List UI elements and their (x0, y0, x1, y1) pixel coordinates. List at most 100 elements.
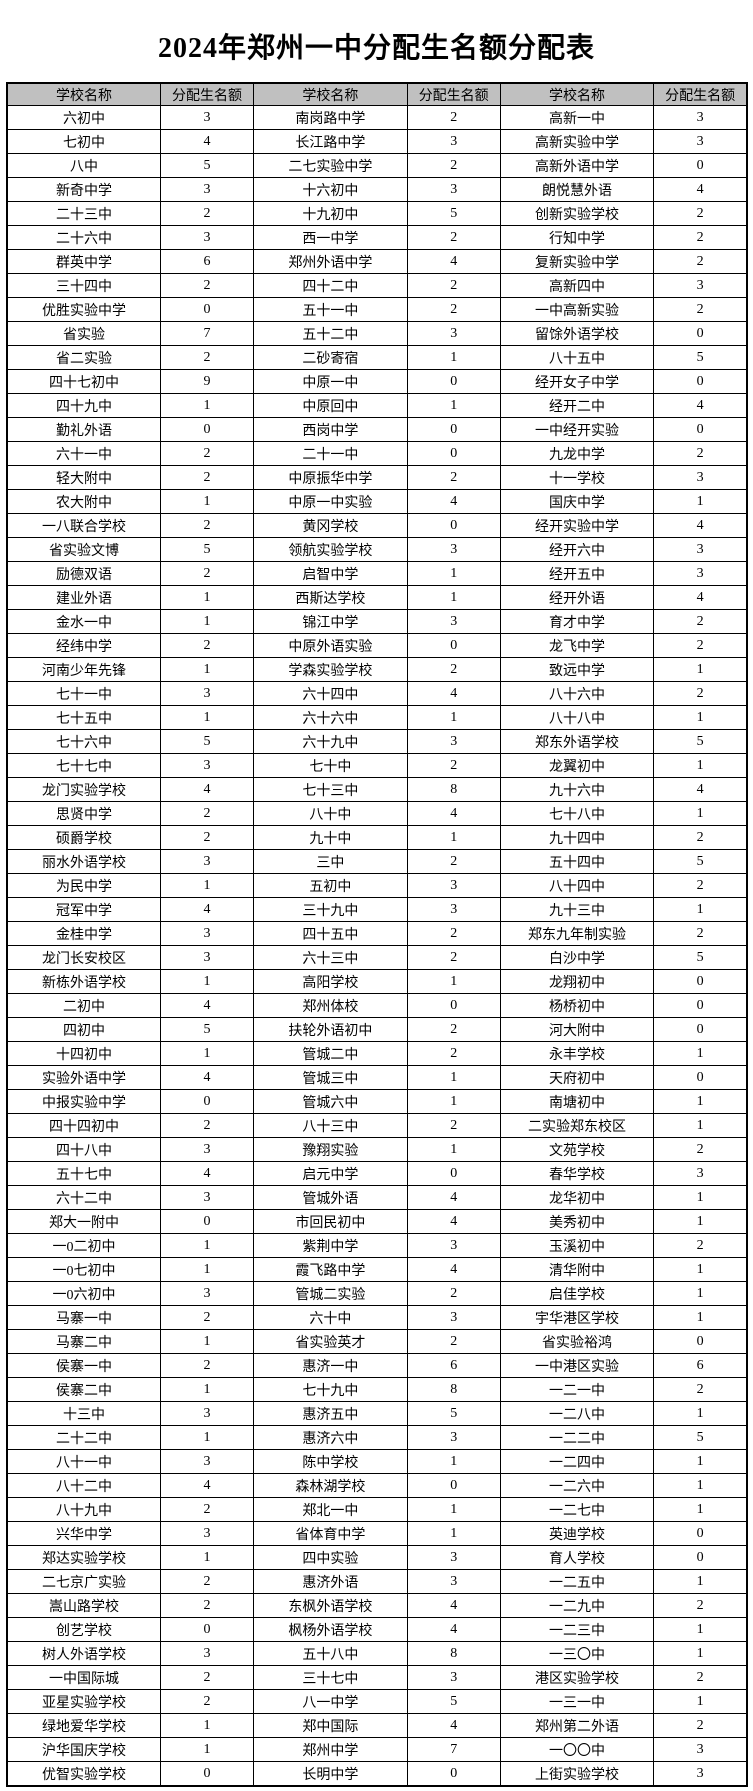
school-name-cell: 七十八中 (499, 801, 655, 826)
table-row: 七十七中 3 七十中 2 龙翼初中 1 (6, 753, 748, 778)
table-row: 七十一中 3 六十四中 4 八十六中 2 (6, 681, 748, 706)
table-row: 八十一中 3 陈中学校 1 一二四中 1 (6, 1449, 748, 1474)
quota-cell: 0 (653, 153, 748, 178)
school-name-cell: 留馀外语学校 (499, 321, 655, 346)
school-name-cell: 龙门长安校区 (6, 945, 161, 970)
school-name-cell: 农大附中 (6, 489, 161, 514)
school-name-cell: 亚星实验学校 (6, 1689, 161, 1714)
school-name-cell: 九龙中学 (499, 441, 655, 466)
school-name-cell: 侯寨一中 (6, 1353, 161, 1378)
table-row: 郑达实验学校 1 四中实验 3 育人学校 0 (6, 1545, 748, 1570)
school-name-cell: 复新实验中学 (499, 249, 655, 274)
quota-cell: 3 (406, 897, 501, 922)
quota-cell: 1 (159, 1233, 255, 1258)
quota-cell: 1 (653, 897, 748, 922)
school-name-cell: 一二九中 (499, 1593, 655, 1618)
quota-cell: 3 (653, 561, 748, 586)
quota-cell: 0 (406, 513, 501, 538)
quota-cell: 3 (406, 129, 501, 154)
quota-cell: 2 (653, 921, 748, 946)
quota-cell: 1 (159, 705, 255, 730)
school-name-cell: 中原一中 (253, 369, 408, 394)
school-name-cell: 郑大一附中 (6, 1209, 161, 1234)
quota-cell: 2 (653, 825, 748, 850)
table-row: 四初中 5 扶轮外语初中 2 河大附中 0 (6, 1017, 748, 1042)
school-name-cell: 四十二中 (253, 273, 408, 298)
school-name-cell: 一二二中 (499, 1425, 655, 1450)
school-name-cell: 八十九中 (6, 1497, 161, 1522)
quota-cell: 3 (159, 681, 255, 706)
table-row: 八中 5 二七实验中学 2 高新外语中学 0 (6, 153, 748, 178)
quota-cell: 4 (406, 1713, 501, 1738)
table-row: 创艺学校 0 枫杨外语学校 4 一二三中 1 (6, 1617, 748, 1642)
quota-cell: 8 (406, 1377, 501, 1402)
quota-cell: 2 (159, 633, 255, 658)
quota-cell: 4 (406, 1185, 501, 1210)
table-row: 兴华中学 3 省体育中学 1 英迪学校 0 (6, 1521, 748, 1546)
quota-cell: 3 (406, 1305, 501, 1330)
school-name-cell: 十三中 (6, 1401, 161, 1426)
table-row: 优智实验学校 0 长明中学 0 上街实验学校 3 (6, 1761, 748, 1787)
quota-cell: 2 (653, 225, 748, 250)
quota-cell: 0 (406, 993, 501, 1018)
quota-cell: 3 (159, 1641, 255, 1666)
school-name-cell: 六十中 (253, 1305, 408, 1330)
quota-cell: 2 (159, 1497, 255, 1522)
school-name-cell: 二实验郑东校区 (499, 1113, 655, 1138)
school-name-cell: 省体育中学 (253, 1521, 408, 1546)
quota-cell: 4 (653, 513, 748, 538)
quota-cell: 5 (159, 153, 255, 178)
school-name-cell: 惠济六中 (253, 1425, 408, 1450)
school-name-cell: 七十六中 (6, 729, 161, 754)
quota-cell: 3 (406, 873, 501, 898)
school-name-cell: 高新四中 (499, 273, 655, 298)
quota-cell: 2 (159, 345, 255, 370)
school-name-cell: 一中港区实验 (499, 1353, 655, 1378)
school-name-cell: 五十四中 (499, 849, 655, 874)
school-name-cell: 郑东九年制实验 (499, 921, 655, 946)
quota-cell: 4 (406, 681, 501, 706)
quota-cell: 2 (653, 1713, 748, 1738)
school-name-cell: 二砂寄宿 (253, 345, 408, 370)
table-row: 新栋外语学校 1 高阳学校 1 龙翔初中 0 (6, 969, 748, 994)
quota-cell: 3 (159, 1401, 255, 1426)
school-name-cell: 金水一中 (6, 609, 161, 634)
quota-cell: 2 (159, 561, 255, 586)
quota-cell: 6 (159, 249, 255, 274)
school-name-cell: 一二三中 (499, 1617, 655, 1642)
quota-cell: 2 (653, 609, 748, 634)
school-name-cell: 郑东外语学校 (499, 729, 655, 754)
school-name-cell: 霞飞路中学 (253, 1257, 408, 1282)
quota-cell: 2 (159, 1689, 255, 1714)
school-name-cell: 六十九中 (253, 729, 408, 754)
school-name-cell: 育才中学 (499, 609, 655, 634)
quota-cell: 1 (406, 969, 501, 994)
school-name-cell: 龙飞中学 (499, 633, 655, 658)
quota-cell: 3 (406, 1233, 501, 1258)
quota-cell: 0 (653, 1017, 748, 1042)
school-name-cell: 白沙中学 (499, 945, 655, 970)
school-name-cell: 六初中 (6, 105, 161, 130)
school-name-cell: 五十八中 (253, 1641, 408, 1666)
school-name-cell: 五初中 (253, 873, 408, 898)
table-row: 十四初中 1 管城二中 2 永丰学校 1 (6, 1041, 748, 1066)
school-name-cell: 朗悦慧外语 (499, 177, 655, 202)
quota-cell: 3 (406, 609, 501, 634)
quota-cell: 1 (406, 1089, 501, 1114)
school-name-cell: 二七京广实验 (6, 1569, 161, 1594)
school-name-cell: 新栋外语学校 (6, 969, 161, 994)
quota-cell: 2 (406, 1041, 501, 1066)
quota-cell: 2 (159, 1113, 255, 1138)
table-row: 绿地爱华学校 1 郑中国际 4 郑州第二外语 2 (6, 1713, 748, 1738)
quota-cell: 0 (653, 1329, 748, 1354)
school-name-cell: 五十七中 (6, 1161, 161, 1186)
quota-cell: 0 (406, 1161, 501, 1186)
school-name-cell: 文苑学校 (499, 1137, 655, 1162)
table-row: 龙门长安校区 3 六十三中 2 白沙中学 5 (6, 945, 748, 970)
school-name-cell: 中原振华中学 (253, 465, 408, 490)
table-row: 郑大一附中 0 市回民初中 4 美秀初中 1 (6, 1209, 748, 1234)
school-name-cell: 西斯达学校 (253, 585, 408, 610)
quota-cell: 0 (653, 1545, 748, 1570)
school-name-cell: 勤礼外语 (6, 417, 161, 442)
school-name-cell: 国庆中学 (499, 489, 655, 514)
